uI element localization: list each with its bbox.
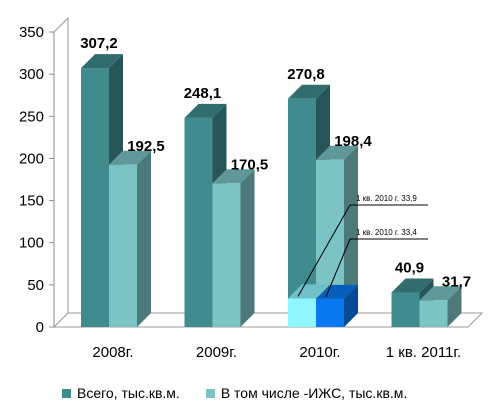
bar-top bbox=[288, 84, 330, 99]
chart-annotations: 1 кв. 2010 г. 33,9 1 кв. 2010 г. 33,4 bbox=[297, 194, 428, 298]
y-tick-label: 50 bbox=[27, 277, 44, 294]
bar-front bbox=[81, 68, 109, 328]
x-tick-label: 2010г. bbox=[299, 344, 340, 361]
data-label: 31,7 bbox=[442, 273, 471, 290]
bar-front bbox=[184, 117, 213, 327]
y-tick-label: 0 bbox=[36, 319, 44, 336]
data-label: 40,9 bbox=[395, 260, 424, 277]
data-label: 307,2 bbox=[80, 35, 118, 52]
annotation-leader bbox=[297, 204, 351, 297]
bar-front bbox=[316, 298, 344, 327]
legend: Всего, тыс.кв.м. В том числе -ИЖС, тыс.к… bbox=[62, 385, 407, 401]
annotation-label: 1 кв. 2010 г. 33,9 bbox=[356, 194, 417, 203]
bar-top bbox=[81, 54, 123, 69]
bar-side bbox=[137, 150, 151, 327]
data-label: 248,1 bbox=[184, 85, 222, 102]
side-wall bbox=[53, 16, 69, 329]
bar-side bbox=[447, 286, 462, 327]
bar-top bbox=[212, 169, 255, 184]
y-tick-label: 150 bbox=[19, 193, 44, 210]
legend-swatch-izhs bbox=[205, 388, 215, 398]
x-tick-label: 2008г. bbox=[92, 344, 133, 361]
bar-top bbox=[184, 103, 227, 118]
bar-top bbox=[109, 150, 151, 165]
bar bbox=[212, 169, 255, 327]
x-tick-label: 1 кв. 2011г. bbox=[386, 344, 461, 361]
bar bbox=[419, 286, 462, 327]
legend-label-izhs: В том числе -ИЖС, тыс.кв.м. bbox=[220, 385, 408, 401]
legend-item-izhs: В том числе -ИЖС, тыс.кв.м. bbox=[205, 385, 408, 401]
bar-side bbox=[240, 169, 255, 327]
x-tick-label: 2009г. bbox=[196, 344, 237, 361]
data-label: 170,5 bbox=[231, 156, 269, 173]
data-label: 198,4 bbox=[334, 133, 372, 150]
legend-label-total: Всего, тыс.кв.м. bbox=[77, 385, 180, 401]
data-label: 192,5 bbox=[127, 138, 165, 155]
bar-top bbox=[316, 145, 358, 160]
data-label: 270,8 bbox=[287, 66, 325, 83]
bar-side bbox=[344, 284, 358, 327]
bar-front bbox=[391, 292, 420, 327]
annotation-label: 1 кв. 2010 г. 33,4 bbox=[356, 228, 417, 237]
y-tick-label: 250 bbox=[19, 108, 44, 125]
bar-front bbox=[419, 300, 448, 327]
bar-front bbox=[212, 183, 241, 327]
bar bbox=[109, 150, 151, 327]
y-tick-label: 200 bbox=[19, 150, 44, 167]
y-tick-label: 350 bbox=[19, 24, 44, 41]
bar-top bbox=[391, 278, 434, 293]
chart-bars: 307,2 192,5 248,1 170,5 270,8 198,4 40,9 31,7 bbox=[80, 35, 471, 328]
bar-front bbox=[288, 298, 316, 327]
bar-top bbox=[419, 286, 462, 301]
legend-item-total: Всего, тыс.кв.м. bbox=[62, 385, 180, 401]
annotation-leader bbox=[325, 238, 351, 298]
legend-swatch-total bbox=[62, 388, 71, 398]
bar-front bbox=[109, 164, 137, 327]
y-tick-label: 300 bbox=[19, 66, 44, 83]
bar-side bbox=[344, 145, 358, 327]
y-tick-label: 100 bbox=[19, 235, 44, 252]
